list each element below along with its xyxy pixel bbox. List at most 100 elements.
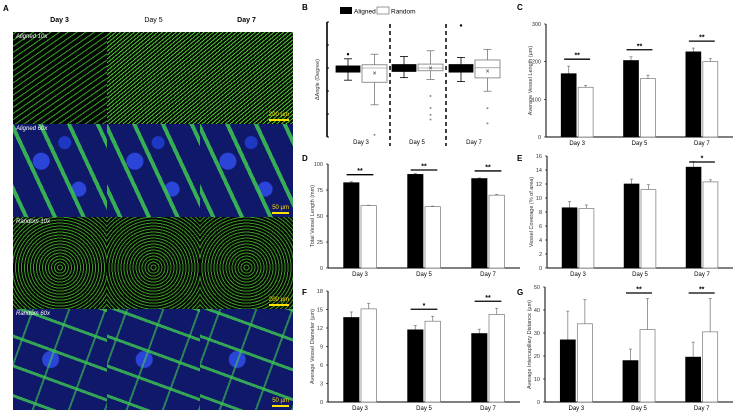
bar-aligned-day3: [561, 207, 578, 269]
y-tick-label: 0: [320, 266, 323, 272]
bar-random-day3: [360, 308, 377, 403]
x-tick-label: Day 5: [416, 272, 432, 278]
bar-random-day3: [360, 205, 377, 269]
outlier-point: [373, 133, 376, 136]
y-axis-label: Total Vessel Length (mm): [310, 185, 316, 247]
bar-aligned-day3: [560, 73, 577, 138]
bar-aligned-day5: [623, 60, 639, 138]
bar-aligned-day7: [471, 178, 488, 269]
x-tick-label: Day 7: [466, 140, 482, 146]
y-tick-label: 40: [534, 308, 540, 314]
micrograph-aligned-10x-day5: [107, 32, 200, 124]
y-axis-label: Vessel Coverage (% of area): [529, 177, 535, 247]
panel-label-b: B: [302, 3, 308, 12]
significance-marker: **: [485, 295, 491, 302]
bar-aligned-day7: [685, 166, 702, 269]
x-tick-label: Day 3: [353, 140, 369, 146]
legend-swatch-random: [376, 6, 390, 15]
y-tick-label: 14: [536, 168, 542, 174]
y-tick-label: 12: [317, 326, 323, 332]
y-tick-label: 10: [536, 196, 542, 202]
x-tick-label: Day 3: [568, 406, 584, 412]
micrograph-random-10x-day3: Random 10x: [13, 217, 107, 309]
bar-random-day7: [702, 181, 719, 269]
y-tick-label: 6: [320, 363, 323, 369]
legend-label-aligned: Aligned: [354, 9, 376, 16]
bar-aligned-day3: [343, 182, 360, 269]
y-tick-label: 50: [534, 285, 540, 291]
bar-aligned-day3: [559, 339, 576, 403]
outlier-point: [429, 95, 432, 98]
significance-marker: *: [423, 303, 426, 310]
y-tick-label: 2: [539, 252, 542, 258]
significance-marker: **: [699, 35, 705, 42]
y-tick-label: 4: [539, 238, 542, 244]
outlier-point: [429, 118, 432, 121]
significance-marker: **: [421, 164, 427, 171]
column-header-day5: Day 5: [144, 17, 163, 24]
bar-aligned-day5: [623, 183, 640, 269]
bar-random-day5: [640, 189, 657, 269]
y-tick-label: 100: [532, 97, 541, 103]
y-tick-label: 200: [532, 60, 541, 66]
x-tick-label: Day 3: [570, 272, 586, 278]
bar-random-day5: [424, 206, 441, 269]
bar-aligned-day3: [343, 317, 360, 403]
bar-random-day3: [576, 323, 593, 403]
y-tick-label: 100: [314, 162, 323, 168]
y-tick-label: 16: [536, 154, 542, 160]
scale-bar: 200 µm: [268, 297, 289, 306]
mean-marker: ×: [428, 66, 432, 73]
micrograph-aligned-60x-day5: [107, 124, 200, 217]
significance-marker: **: [637, 43, 643, 50]
y-tick-label: 0: [320, 400, 323, 406]
micrograph-aligned-10x-day3: Aligned 10x: [13, 32, 107, 124]
y-tick-label: 0: [539, 266, 542, 272]
row-label: Random 60x: [16, 311, 51, 317]
panel-label-f: F: [302, 288, 307, 297]
micrograph-aligned-60x-day7: 50 µm: [200, 124, 293, 217]
bar-random-day7: [702, 61, 719, 138]
x-tick-label: Day 7: [694, 406, 710, 412]
micrograph-random-10x-day5: [107, 217, 200, 309]
row-label: Random 10x: [16, 219, 51, 225]
micrograph-random-60x-day7: 50 µm: [200, 309, 293, 410]
y-tick-label: 0: [537, 400, 540, 406]
box-random: [361, 64, 388, 83]
column-header-day3: Day 3: [50, 17, 69, 24]
y-axis-label: Average Vessel Diameter (µm): [310, 309, 316, 384]
micrograph-aligned-10x-day7: 200 µm: [200, 32, 293, 124]
bar-aligned-day7: [685, 51, 702, 138]
panel-label-d: D: [302, 154, 308, 163]
bar-random-day5: [639, 329, 656, 403]
outlier-point: [486, 107, 489, 110]
outlier-point: [459, 24, 463, 27]
legend-label-random: Random: [391, 9, 416, 16]
significance-marker: **: [699, 287, 705, 294]
y-axis-label: ΔAngle (Degree): [315, 59, 321, 100]
y-tick-label: 3: [320, 382, 323, 388]
y-tick-label: 75: [317, 188, 323, 194]
micrograph-aligned-60x-day3: Aligned 60x: [13, 124, 107, 217]
x-tick-label: Day 5: [632, 272, 648, 278]
x-tick-label: Day 3: [352, 406, 368, 412]
micrograph-random-10x-day7: 200 µm: [200, 217, 293, 309]
x-tick-label: Day 7: [694, 272, 710, 278]
significance-marker: **: [574, 53, 580, 60]
y-tick-label: 15: [317, 308, 323, 314]
mean-marker: ×: [372, 71, 376, 78]
y-tick-label: 10: [534, 377, 540, 383]
x-tick-label: Day 7: [694, 141, 710, 147]
significance-marker: **: [636, 287, 642, 294]
bar-aligned-day5: [622, 360, 639, 403]
bar-aligned-day7: [685, 356, 702, 403]
scale-bar: 50 µm: [272, 398, 289, 407]
x-tick-label: Day 7: [480, 272, 496, 278]
y-tick-label: 20: [534, 354, 540, 360]
outlier-point: [429, 113, 432, 116]
bar-random-day5: [424, 320, 441, 403]
scale-bar: 200 µm: [268, 112, 289, 121]
x-tick-label: Day 3: [352, 272, 368, 278]
x-tick-label: Day 5: [632, 141, 648, 147]
